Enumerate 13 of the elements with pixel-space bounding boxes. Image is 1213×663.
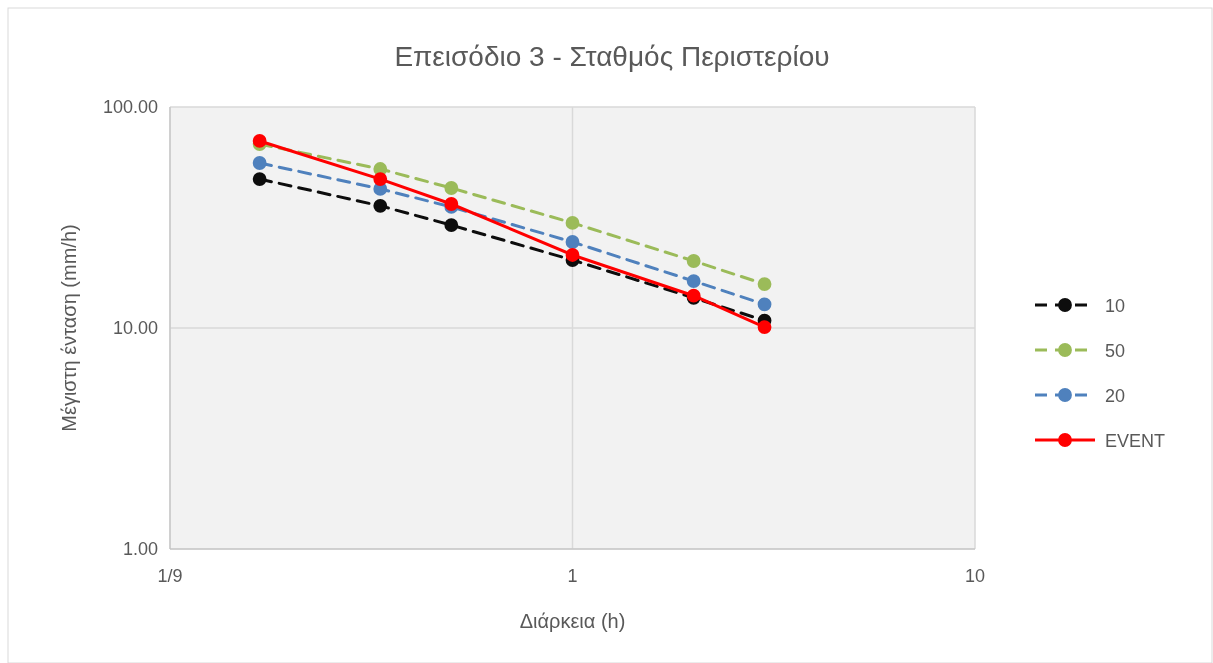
legend-label: 50 xyxy=(1105,341,1126,361)
y-tick-label: 10.00 xyxy=(112,318,158,338)
legend-label: EVENT xyxy=(1105,431,1166,451)
legend-label: 20 xyxy=(1105,386,1126,406)
x-axis-title: Διάρκεια (h) xyxy=(519,610,626,632)
y-tick-label: 100.00 xyxy=(102,97,158,117)
y-axis-title: Μέγιστη ένταση (mm/h) xyxy=(58,224,80,432)
chart-title: Επεισόδιο 3 - Σταθμός Περιστερίου xyxy=(394,41,830,72)
x-tick-label: 10 xyxy=(964,566,986,586)
x-tick-label: 1/9 xyxy=(157,566,183,586)
legend-label: 10 xyxy=(1105,296,1126,316)
x-tick-label: 1 xyxy=(567,566,578,586)
y-tick-label: 1.00 xyxy=(122,539,158,559)
